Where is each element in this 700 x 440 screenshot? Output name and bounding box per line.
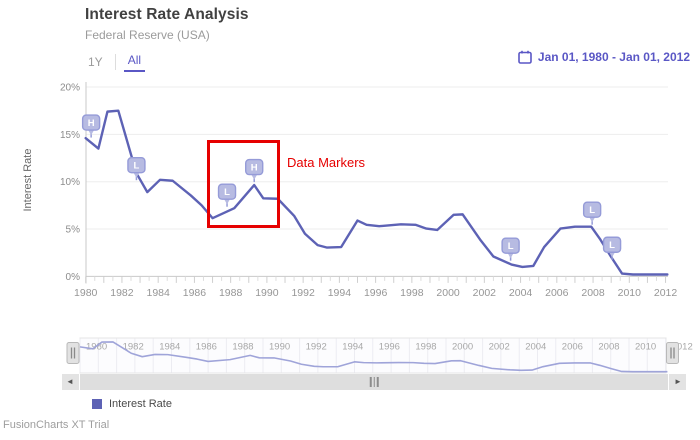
x-axis-label: 1986 xyxy=(183,287,207,299)
legend-label: Interest Rate xyxy=(109,398,172,410)
navigator-line xyxy=(79,341,668,373)
x-axis-label: 1994 xyxy=(328,287,352,299)
x-axis-label: 2004 xyxy=(509,287,533,299)
date-range-label: Jan 01, 1980 - Jan 01, 2012 xyxy=(537,50,690,64)
x-axis-label: 1998 xyxy=(400,287,424,299)
navigator-year-label: 1984 xyxy=(159,342,180,353)
data-marker-pin[interactable] xyxy=(602,236,622,253)
x-axis-label: 2000 xyxy=(436,287,460,299)
x-axis-label: 2010 xyxy=(618,287,642,299)
data-marker-pin[interactable] xyxy=(217,183,237,200)
x-axis-label: 1984 xyxy=(147,287,171,299)
legend-swatch xyxy=(92,399,102,409)
annotation-label: Data Markers xyxy=(287,155,366,170)
range-button-1y[interactable]: 1Y xyxy=(88,54,103,69)
page-subtitle: Federal Reserve (USA) xyxy=(85,28,210,42)
data-marker-label: H xyxy=(251,163,258,174)
x-axis-label: 2006 xyxy=(545,287,569,299)
x-axis-label: 1988 xyxy=(219,287,243,299)
page-title: Interest Rate Analysis xyxy=(85,6,249,23)
x-axis-label: 1982 xyxy=(110,287,134,299)
navigator-year-label: 2010 xyxy=(635,342,656,353)
data-marker-pin[interactable] xyxy=(582,201,602,218)
data-marker-pin[interactable] xyxy=(81,114,101,131)
y-axis-label: 20% xyxy=(60,83,80,94)
data-marker-label: L xyxy=(134,161,140,172)
interest-rate-line xyxy=(84,109,669,276)
y-axis-label: 5% xyxy=(66,225,81,236)
x-axis-label: 1990 xyxy=(255,287,279,299)
navigator-year-label: 2006 xyxy=(562,342,583,353)
navigator-year-label: 1998 xyxy=(415,342,436,353)
y-axis-label: 15% xyxy=(60,130,80,141)
x-axis-label: 1996 xyxy=(364,287,388,299)
data-marker-pin[interactable] xyxy=(245,158,264,176)
range-separator xyxy=(114,53,116,70)
range-selector: 1Y All xyxy=(84,51,146,72)
navigator-year-label: 1994 xyxy=(342,342,363,353)
calendar-icon xyxy=(518,50,532,64)
data-marker-label: L xyxy=(224,187,230,198)
data-marker-label: L xyxy=(609,240,615,251)
scrollbar-grip-icon xyxy=(369,377,379,387)
scroll-right-button[interactable]: ► xyxy=(674,377,682,386)
x-axis-label: 2012 xyxy=(654,287,678,299)
navigator-year-label: 2000 xyxy=(452,342,473,353)
scroll-left-button[interactable]: ◄ xyxy=(66,377,74,386)
navigator-year-label: 2004 xyxy=(525,342,546,353)
x-axis-label: 1992 xyxy=(291,287,315,299)
data-marker-pin[interactable] xyxy=(127,156,146,174)
legend-item-interest-rate[interactable]: Interest Rate xyxy=(92,398,172,410)
navigator-year-label: 1992 xyxy=(306,342,327,353)
data-marker-pin[interactable] xyxy=(501,237,520,254)
trial-watermark: FusionCharts XT Trial xyxy=(3,419,110,431)
y-axis-label: 0% xyxy=(66,272,81,283)
navigator-right-handle[interactable] xyxy=(666,342,679,364)
navigator-year-label: 2012 xyxy=(672,342,693,353)
x-axis-label: 1980 xyxy=(74,287,98,299)
h-scrollbar: ◄ ► xyxy=(62,374,686,390)
range-button-all[interactable]: All xyxy=(123,51,146,72)
navigator-year-label: 1990 xyxy=(269,342,290,353)
x-axis-label: 2008 xyxy=(581,287,605,299)
data-marker-label: H xyxy=(88,118,95,129)
x-axis-label: 2002 xyxy=(473,287,497,299)
annotation-rect xyxy=(207,140,281,229)
date-range-picker[interactable]: Jan 01, 1980 - Jan 01, 2012 xyxy=(518,50,690,64)
navigator-year-label: 1986 xyxy=(196,342,217,353)
navigator-year-label: 1982 xyxy=(123,342,144,353)
y-axis-label: 10% xyxy=(60,177,80,188)
navigator-year-label: 2008 xyxy=(598,342,619,353)
scrollbar-thumb[interactable] xyxy=(79,374,669,390)
navigator-year-label: 1996 xyxy=(379,342,400,353)
data-marker-label: L xyxy=(589,205,595,216)
data-marker-label: L xyxy=(508,241,514,252)
navigator-year-label: 2002 xyxy=(489,342,510,353)
navigator-left-handle[interactable] xyxy=(66,342,80,364)
navigator-year-label: 1988 xyxy=(232,342,253,353)
